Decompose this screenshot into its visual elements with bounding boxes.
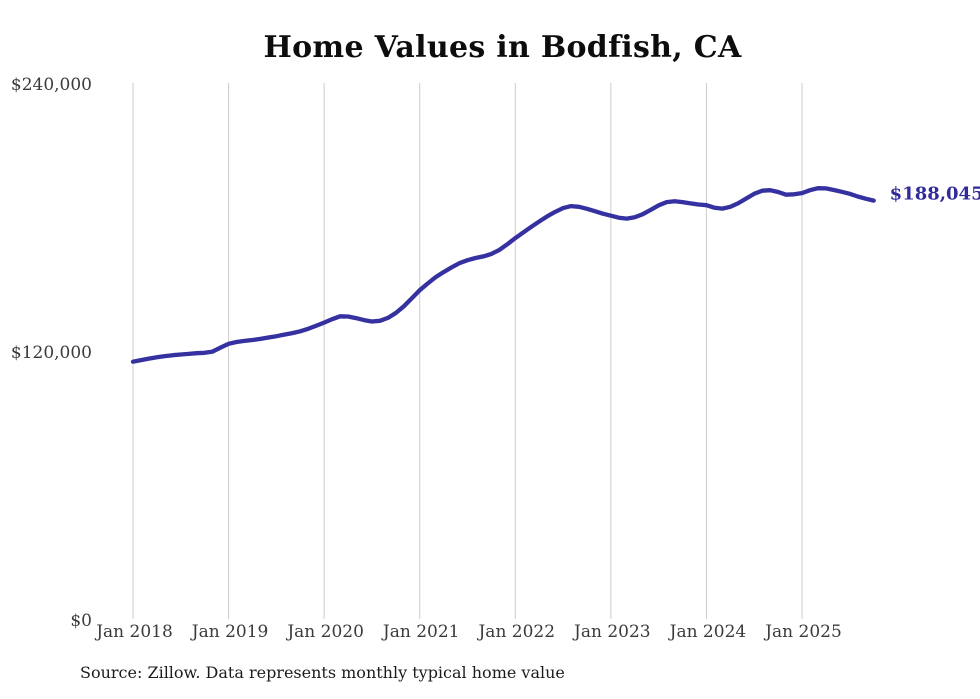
- home-value-line: [130, 186, 876, 364]
- x-axis-tick-label: Jan 2025: [765, 622, 842, 642]
- x-axis-tick-label: Jan 2023: [574, 622, 651, 642]
- y-axis-tick-label: $120,000: [10, 342, 92, 363]
- x-axis-tick-label: Jan 2021: [382, 622, 460, 642]
- y-axis-tick-label: $0: [70, 611, 92, 631]
- y-axis-tick-label: $240,000: [10, 74, 92, 95]
- x-axis-tick-label: Jan 2020: [287, 622, 364, 642]
- x-axis-tick-label: Jan 2019: [191, 622, 269, 642]
- x-axis-tick-label: Jan 2024: [669, 622, 747, 642]
- chart-title: Home Values in Bodfish, CA: [263, 30, 742, 65]
- end-value-label: $188,045: [889, 183, 980, 205]
- x-axis-tick-label: Jan 2018: [96, 622, 173, 642]
- source-note: Source: Zillow. Data represents monthly …: [80, 663, 565, 682]
- x-axis-tick-label: Jan 2022: [478, 622, 556, 642]
